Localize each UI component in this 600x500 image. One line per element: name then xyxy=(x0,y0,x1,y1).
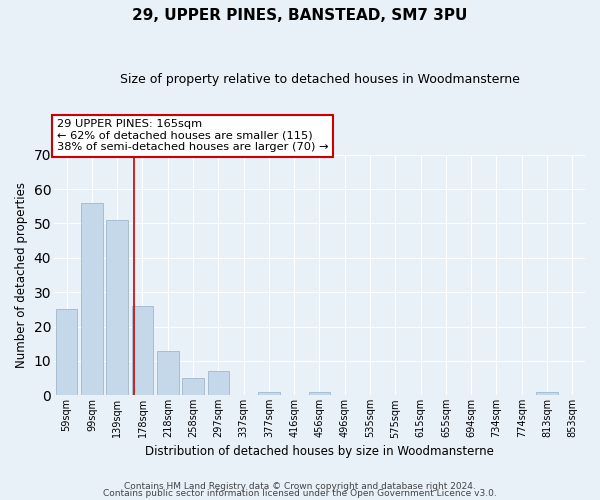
Bar xyxy=(132,306,153,396)
Bar xyxy=(106,220,128,396)
Bar xyxy=(182,378,204,396)
Text: 29 UPPER PINES: 165sqm
← 62% of detached houses are smaller (115)
38% of semi-de: 29 UPPER PINES: 165sqm ← 62% of detached… xyxy=(56,119,328,152)
X-axis label: Distribution of detached houses by size in Woodmansterne: Distribution of detached houses by size … xyxy=(145,444,494,458)
Text: Contains HM Land Registry data © Crown copyright and database right 2024.: Contains HM Land Registry data © Crown c… xyxy=(124,482,476,491)
Y-axis label: Number of detached properties: Number of detached properties xyxy=(15,182,28,368)
Title: Size of property relative to detached houses in Woodmansterne: Size of property relative to detached ho… xyxy=(119,72,520,86)
Bar xyxy=(536,392,558,396)
Bar xyxy=(309,392,330,396)
Bar xyxy=(258,392,280,396)
Bar xyxy=(157,350,179,396)
Bar xyxy=(56,310,77,396)
Text: Contains public sector information licensed under the Open Government Licence v3: Contains public sector information licen… xyxy=(103,490,497,498)
Bar xyxy=(81,203,103,396)
Text: 29, UPPER PINES, BANSTEAD, SM7 3PU: 29, UPPER PINES, BANSTEAD, SM7 3PU xyxy=(133,8,467,22)
Bar xyxy=(208,371,229,396)
